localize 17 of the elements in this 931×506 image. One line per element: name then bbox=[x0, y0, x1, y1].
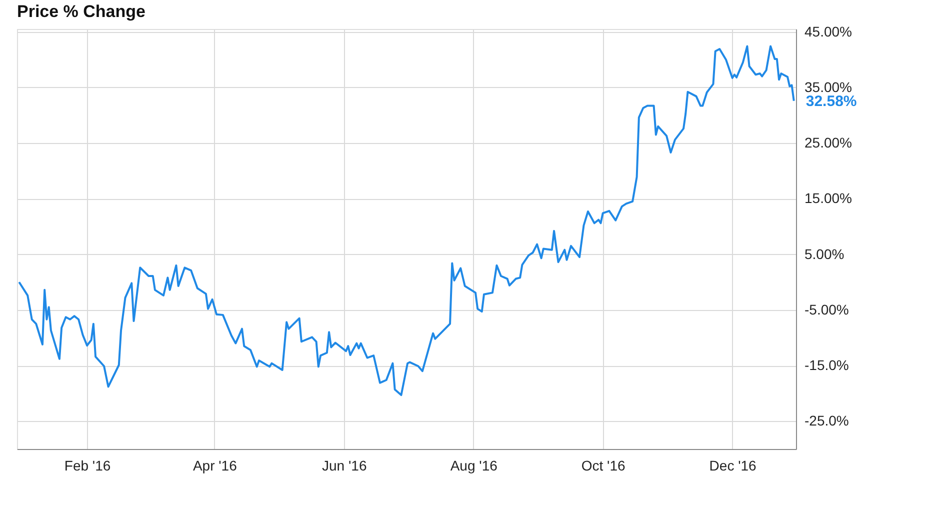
line-series bbox=[18, 45, 795, 396]
y-tick-label: 25.00% bbox=[804, 134, 852, 151]
x-tick-label: Oct '16 bbox=[581, 458, 626, 474]
x-tick-label: Aug '16 bbox=[450, 458, 498, 474]
chart-title: Price % Change bbox=[17, 2, 146, 21]
y-tick-label: -15.0% bbox=[804, 357, 849, 374]
y-tick-label: 35.00% bbox=[804, 78, 852, 95]
y-tick-label: -25.0% bbox=[804, 412, 849, 429]
x-tick-label: Apr '16 bbox=[192, 458, 238, 474]
y-tick-label: -5.00% bbox=[804, 301, 849, 318]
y-tick-label: 5.00% bbox=[804, 246, 844, 262]
y-tick-label: 45.00% bbox=[804, 23, 852, 40]
x-tick-label: Jun '16 bbox=[322, 458, 367, 474]
x-tick-label: Dec '16 bbox=[709, 458, 757, 474]
annotation: 32.58% bbox=[806, 92, 857, 110]
x-tick-label: Feb '16 bbox=[64, 458, 111, 474]
y-tick-label: 15.00% bbox=[804, 190, 852, 206]
